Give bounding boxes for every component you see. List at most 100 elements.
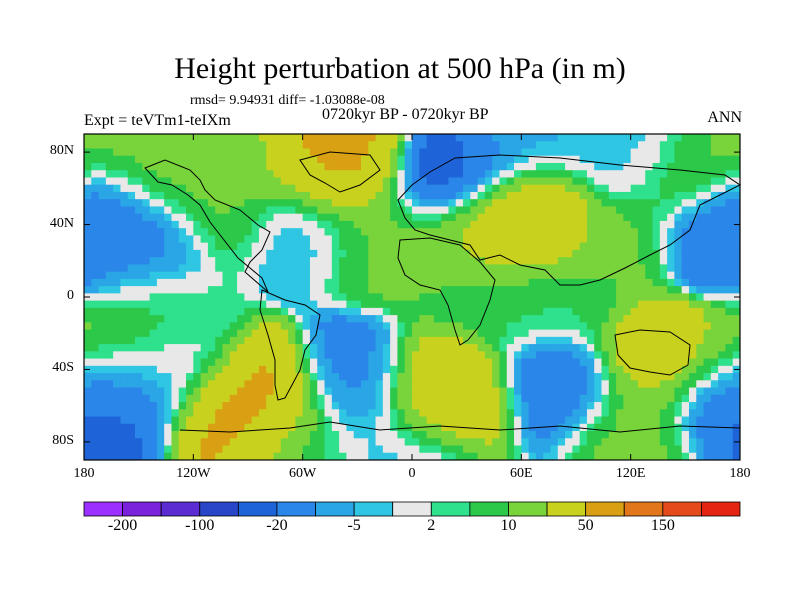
- contour-cell: [725, 191, 734, 200]
- contour-cell: [251, 228, 260, 236]
- contour-cell: [448, 286, 457, 294]
- contour-cell: [309, 431, 318, 439]
- contour-cell: [360, 431, 369, 439]
- contour-cell: [426, 307, 435, 316]
- contour-cell: [346, 329, 355, 338]
- contour-cell: [696, 199, 704, 207]
- contour-cell: [339, 394, 347, 403]
- contour-cell: [317, 300, 325, 309]
- contour-cell: [135, 445, 143, 454]
- contour-cell: [113, 199, 121, 207]
- contour-cell: [186, 170, 194, 178]
- contour-cell: [681, 235, 690, 244]
- contour-cell: [630, 155, 639, 164]
- contour-cell: [200, 257, 209, 265]
- contour-cell: [404, 134, 413, 142]
- contour-cell: [688, 351, 697, 359]
- contour-cell: [514, 307, 522, 316]
- contour-cell: [149, 148, 158, 157]
- contour-cell: [156, 307, 165, 316]
- contour-cell: [441, 249, 449, 258]
- contour-cell: [222, 358, 231, 367]
- contour-cell: [470, 351, 478, 359]
- contour-cell: [302, 235, 311, 244]
- contour-cell: [674, 300, 683, 309]
- contour-cell: [382, 358, 391, 367]
- contour-cell: [186, 141, 194, 149]
- contour-cell: [331, 387, 340, 396]
- contour-cell: [630, 344, 639, 352]
- contour-cell: [193, 416, 202, 425]
- contour-cell: [594, 358, 602, 367]
- contour-cell: [637, 257, 646, 265]
- contour-cell: [229, 213, 238, 222]
- contour-cell: [608, 235, 617, 244]
- colorbar-swatch: [430, 501, 471, 517]
- contour-cell: [688, 213, 697, 222]
- contour-cell: [681, 148, 690, 157]
- contour-cell: [659, 184, 668, 193]
- contour-cell: [572, 358, 581, 367]
- contour-cell: [295, 271, 304, 280]
- x-tick-label: 60E: [510, 466, 533, 481]
- contour-cell: [353, 409, 362, 417]
- contour-cell: [448, 438, 457, 446]
- contour-cell: [608, 257, 617, 265]
- contour-cell: [528, 365, 537, 374]
- contour-cell: [703, 213, 712, 222]
- contour-cell: [390, 220, 398, 229]
- contour-cell: [309, 307, 318, 316]
- contour-cell: [601, 307, 610, 316]
- contour-cell: [309, 423, 318, 432]
- contour-cell: [193, 329, 202, 338]
- contour-cell: [390, 322, 398, 330]
- contour-cell: [557, 365, 566, 374]
- contour-cell: [149, 286, 158, 294]
- contour-cell: [135, 257, 143, 265]
- contour-cell: [229, 387, 238, 396]
- contour-cell: [127, 452, 136, 461]
- contour-cell: [514, 387, 522, 396]
- contour-cell: [149, 423, 158, 432]
- contour-cell: [360, 191, 369, 200]
- contour-cell: [710, 286, 719, 294]
- contour-cell: [91, 155, 99, 164]
- contour-cell: [572, 438, 581, 446]
- contour-cell: [470, 431, 478, 439]
- contour-cell: [91, 365, 99, 374]
- contour-cell: [135, 409, 143, 417]
- contour-cell: [470, 409, 478, 417]
- contour-cell: [470, 438, 478, 446]
- contour-cell: [535, 322, 544, 330]
- contour-cell: [732, 344, 741, 352]
- contour-cell: [477, 199, 486, 207]
- contour-cell: [309, 402, 318, 410]
- contour-cell: [601, 271, 610, 280]
- contour-cell: [645, 387, 653, 396]
- contour-cell: [135, 315, 143, 323]
- contour-cell: [84, 257, 92, 265]
- contour-cell: [237, 409, 245, 417]
- contour-cell: [91, 148, 99, 157]
- contour-cell: [586, 191, 595, 200]
- contour-cell: [710, 220, 719, 229]
- contour-cell: [266, 199, 274, 207]
- contour-cell: [499, 431, 508, 439]
- contour-cell: [557, 358, 566, 367]
- contour-cell: [550, 315, 559, 323]
- contour-cell: [550, 380, 559, 388]
- contour-cell: [645, 409, 653, 417]
- contour-cell: [295, 336, 304, 345]
- contour-cell: [521, 271, 530, 280]
- contour-cell: [572, 394, 581, 403]
- contour-cell: [295, 213, 304, 222]
- contour-cell: [586, 162, 595, 171]
- contour-cell: [535, 286, 544, 294]
- contour-cell: [718, 387, 726, 396]
- contour-cell: [105, 155, 114, 164]
- contour-cell: [309, 242, 318, 251]
- contour-cell: [375, 394, 384, 403]
- contour-cell: [521, 235, 530, 244]
- contour-cell: [586, 235, 595, 244]
- contour-cell: [419, 402, 427, 410]
